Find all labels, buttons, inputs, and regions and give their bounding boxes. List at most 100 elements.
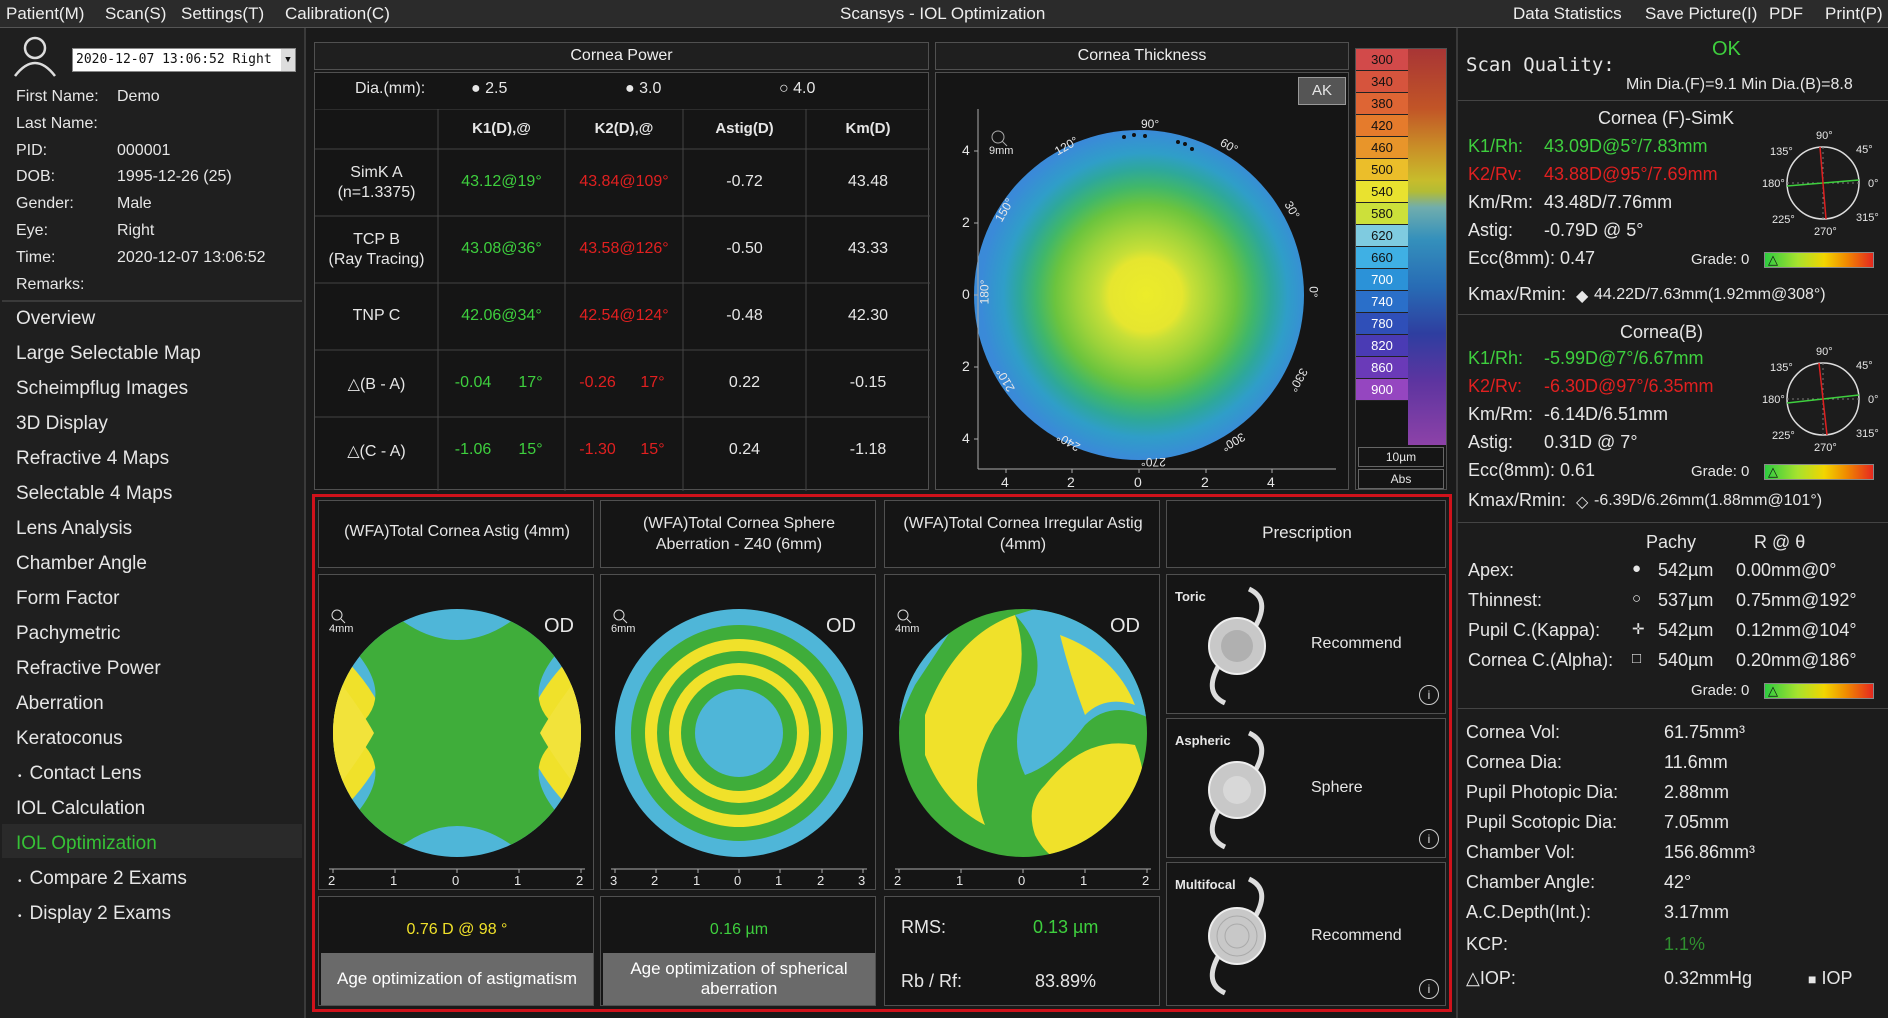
- menu-save-picture[interactable]: Save Picture(I): [1645, 4, 1758, 23]
- back-km-label: Km/Rm:: [1468, 404, 1533, 424]
- nav-aberration[interactable]: Aberration: [16, 693, 104, 714]
- astig-tick-4: 1: [514, 873, 522, 888]
- wfa-astig-value: 0.76 D @ 98 °: [406, 921, 508, 938]
- label-first-name: First Name:: [16, 88, 99, 105]
- front-km-label: Km/Rm:: [1468, 192, 1533, 212]
- nav-overview[interactable]: Overview: [16, 308, 96, 329]
- nav-selectable-4-maps[interactable]: Selectable 4 Maps: [16, 483, 173, 504]
- back-dial-315: 315°: [1856, 428, 1879, 440]
- thk-ytick-2: 2: [962, 214, 970, 230]
- cornea-marker-icon: □: [1632, 650, 1642, 667]
- front-dial-270: 270°: [1814, 226, 1837, 238]
- thk-xtick-2: 2: [1067, 474, 1075, 490]
- header-k2: K2(D),@: [594, 120, 654, 137]
- row-simk-k1: 43.12@19°: [461, 173, 542, 190]
- age-optimization-astigmatism-button[interactable]: Age optimization of astigmatism: [321, 953, 593, 1005]
- nav-iol-optimization[interactable]: IOL Optimization: [16, 833, 157, 854]
- row-tcp-km: 43.33: [847, 240, 889, 257]
- front-kmax-label: Kmax/Rmin:: [1468, 284, 1567, 304]
- divider: [1458, 100, 1888, 101]
- nav-compare-2-exams-label: Compare 2 Exams: [29, 868, 187, 889]
- back-dial-0: 0°: [1868, 394, 1879, 406]
- nav-display-2-exams-label: Display 2 Exams: [29, 903, 172, 924]
- info-icon[interactable]: i: [1419, 829, 1439, 849]
- row-simk-astig: -0.72: [726, 173, 763, 190]
- prescription-title-box: Prescription: [1166, 500, 1446, 568]
- thk-ytick-1: 4: [962, 142, 970, 158]
- nav-form-factor[interactable]: Form Factor: [16, 588, 120, 609]
- info-icon[interactable]: i: [1419, 685, 1439, 705]
- pupil-marker-icon: ✛: [1632, 621, 1645, 638]
- nav-contact-lens[interactable]: • Contact Lens: [18, 763, 141, 785]
- sphere-tick-3: 1: [693, 873, 701, 888]
- front-km: 43.48D/7.76mm: [1544, 192, 1673, 212]
- chevron-down-icon[interactable]: ▼: [281, 49, 295, 71]
- back-astig: 0.31D @ 7°: [1544, 432, 1638, 452]
- nav-keratoconus[interactable]: Keratoconus: [16, 728, 123, 749]
- menu-bar: Patient(M) Scan(S) Settings(T) Calibrati…: [0, 0, 1888, 28]
- wfa-sphere-title-box: (WFA)Total Cornea Sphere Aberration - Z4…: [600, 500, 876, 568]
- ak-button[interactable]: AK: [1298, 77, 1346, 105]
- nav-lens-analysis[interactable]: Lens Analysis: [16, 518, 133, 539]
- front-dial-315: 315°: [1856, 212, 1879, 224]
- front-dial-135: 135°: [1770, 146, 1793, 158]
- wfa-astig-map: [329, 609, 585, 873]
- toric-box: Toric Recommend i: [1166, 574, 1446, 714]
- row-tnp-k2: 42.54@124°: [579, 307, 669, 324]
- thk-ytick-3: 0: [962, 286, 970, 302]
- nav-pachymetric[interactable]: Pachymetric: [16, 623, 121, 644]
- back-grade: Grade: 0: [1691, 463, 1750, 480]
- wfa-irreg-map-box: 4mm OD 2 1 0 1 2: [884, 574, 1160, 890]
- row-delta-ca-k1: -1.06: [454, 441, 492, 458]
- label-remarks: Remarks:: [16, 276, 85, 293]
- nav-display-2-exams[interactable]: • Display 2 Exams: [18, 903, 171, 925]
- nav-refractive-power[interactable]: Refractive Power: [16, 658, 161, 679]
- menu-data-statistics[interactable]: Data Statistics: [1513, 4, 1622, 23]
- astig-tick-2: 1: [390, 873, 398, 888]
- dob: 1995-12-26 (25): [117, 168, 232, 185]
- menu-patient[interactable]: Patient(M): [6, 4, 85, 23]
- user-icon: [14, 36, 56, 77]
- nav-compare-2-exams[interactable]: • Compare 2 Exams: [18, 868, 187, 890]
- menu-calibration[interactable]: Calibration(C): [285, 4, 390, 23]
- stat-chamber-vol: 156.86mm³: [1664, 842, 1756, 862]
- warning-icon: △: [1768, 683, 1778, 698]
- dia-option-4-0[interactable]: ○ 4.0: [779, 80, 815, 98]
- menu-settings[interactable]: Settings(T): [181, 4, 265, 23]
- dia-option-3-0[interactable]: ● 3.0: [625, 80, 661, 98]
- nav-large-selectable-map[interactable]: Large Selectable Map: [16, 343, 201, 364]
- dia-option-2-5[interactable]: ● 2.5: [471, 80, 507, 98]
- back-dial-135: 135°: [1770, 362, 1793, 374]
- nav-refractive-4-maps[interactable]: Refractive 4 Maps: [16, 448, 170, 469]
- nav-chamber-angle[interactable]: Chamber Angle: [16, 553, 147, 574]
- exam-select[interactable]: 2020-12-07 13:06:52 Right ▼: [72, 48, 296, 72]
- back-dial-45: 45°: [1856, 360, 1873, 372]
- scale-900: 900: [1356, 379, 1408, 401]
- divider: [1458, 708, 1888, 709]
- thickness-disc: [974, 130, 1304, 460]
- wfa-astig-map-box: 4mm OD 2 1 0 1 2: [318, 574, 594, 890]
- iop-checkbox[interactable]: ■ IOP: [1808, 968, 1853, 989]
- sphere-tick-6: 2: [817, 873, 825, 888]
- nav-iol-calculation[interactable]: IOL Calculation: [16, 798, 146, 819]
- age-optimization-spherical-button[interactable]: Age optimization of spherical aberration: [603, 953, 875, 1005]
- row-simk-km: 43.48: [847, 173, 889, 190]
- first-name: Demo: [117, 88, 160, 105]
- front-dial-225: 225°: [1772, 214, 1795, 226]
- nav-scheimpflug-images[interactable]: Scheimpflug Images: [16, 378, 189, 399]
- scale-mode[interactable]: Abs: [1358, 469, 1444, 489]
- info-icon[interactable]: i: [1419, 979, 1439, 999]
- cornea-thickness-panel: AK 9mm 4 2 0 2 4 4 2 0 2 4 90° 60° 30° 0…: [935, 72, 1349, 490]
- wfa-sphere-title: (WFA)Total Cornea Sphere Aberration - Z4…: [642, 515, 836, 553]
- scale-500: 500: [1356, 159, 1408, 181]
- left-sidebar: 2020-12-07 13:06:52 Right ▼ First Name: …: [0, 28, 306, 1018]
- menu-pdf[interactable]: PDF: [1769, 4, 1803, 23]
- row-simk-name: SimK A (n=1.3375): [337, 164, 416, 201]
- front-axis-dial: [1786, 146, 1860, 220]
- nav-3d-display[interactable]: 3D Display: [16, 413, 108, 434]
- prescription-title: Prescription: [1262, 523, 1352, 542]
- min-dia: Min Dia.(F)=9.1 Min Dia.(B)=8.8: [1626, 76, 1853, 93]
- menu-print[interactable]: Print(P): [1825, 4, 1883, 23]
- menu-scan[interactable]: Scan(S): [105, 4, 167, 23]
- wfa-sphere-map-box: 6mm OD 3 2 1 0 1 2 3: [600, 574, 876, 890]
